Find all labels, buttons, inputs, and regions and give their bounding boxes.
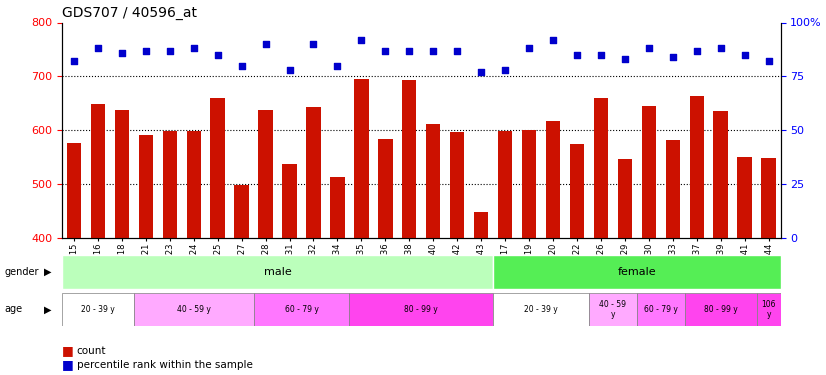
Bar [187,131,201,238]
Point [354,37,368,43]
Point [546,37,559,43]
Bar [349,292,493,326]
Bar [738,157,752,238]
Bar [306,107,320,238]
Bar [522,130,536,238]
Text: ■: ■ [62,344,74,357]
Point [259,41,272,47]
Point [498,67,511,73]
Bar [493,292,589,326]
Point [402,48,415,54]
Bar [282,164,297,238]
Text: male: male [263,267,292,277]
Point [282,67,296,73]
Bar [91,104,105,238]
Bar [493,255,781,289]
Text: 106
y: 106 y [762,300,776,319]
Bar [211,98,225,238]
Point [67,58,81,64]
Text: 20 - 39 y: 20 - 39 y [525,305,558,314]
Point [163,48,176,54]
Text: gender: gender [4,267,39,277]
Text: 20 - 39 y: 20 - 39 y [81,305,115,314]
Point [306,41,320,47]
Bar [259,110,273,238]
Point [450,48,463,54]
Bar [354,79,368,238]
Bar [637,292,685,326]
Bar [134,292,254,326]
Bar [474,212,488,238]
Bar [254,292,349,326]
Bar [62,255,493,289]
Text: 80 - 99 y: 80 - 99 y [704,305,738,314]
Bar [618,159,632,238]
Text: count: count [77,346,107,355]
Bar [589,292,637,326]
Bar [378,140,392,238]
Bar [666,140,680,238]
Text: 80 - 99 y: 80 - 99 y [405,305,438,314]
Bar [330,177,344,238]
Point [235,63,248,69]
Bar [426,124,440,238]
Point [666,54,679,60]
Bar [546,121,560,238]
Text: age: age [4,304,22,314]
Point [618,56,631,62]
Bar [762,158,776,238]
Bar [498,131,512,238]
Text: female: female [618,267,656,277]
Point [762,58,775,64]
Text: ▶: ▶ [44,267,51,277]
Text: 60 - 79 y: 60 - 79 y [643,305,678,314]
Point [139,48,152,54]
Point [91,45,104,51]
Bar [757,292,781,326]
Bar [163,131,177,238]
Point [690,48,703,54]
Point [738,52,751,58]
Point [522,45,535,51]
Text: ▶: ▶ [44,304,51,314]
Point [187,45,200,51]
Bar [235,185,249,238]
Bar [685,292,757,326]
Point [115,50,129,56]
Point [211,52,224,58]
Text: 40 - 59
y: 40 - 59 y [600,300,626,319]
Bar [714,111,728,238]
Bar [402,80,416,238]
Text: GDS707 / 40596_at: GDS707 / 40596_at [62,6,197,20]
Point [570,52,583,58]
Bar [570,144,584,238]
Text: ■: ■ [62,358,74,371]
Point [426,48,439,54]
Bar [690,96,704,238]
Point [594,52,607,58]
Text: percentile rank within the sample: percentile rank within the sample [77,360,253,369]
Bar [115,110,129,238]
Point [330,63,344,69]
Bar [62,292,134,326]
Bar [642,106,656,238]
Point [474,69,487,75]
Text: 40 - 59 y: 40 - 59 y [177,305,211,314]
Bar [139,135,153,238]
Bar [450,132,464,238]
Bar [67,143,81,238]
Bar [594,98,608,238]
Point [642,45,655,51]
Text: 60 - 79 y: 60 - 79 y [284,305,319,314]
Point [714,45,727,51]
Point [378,48,392,54]
